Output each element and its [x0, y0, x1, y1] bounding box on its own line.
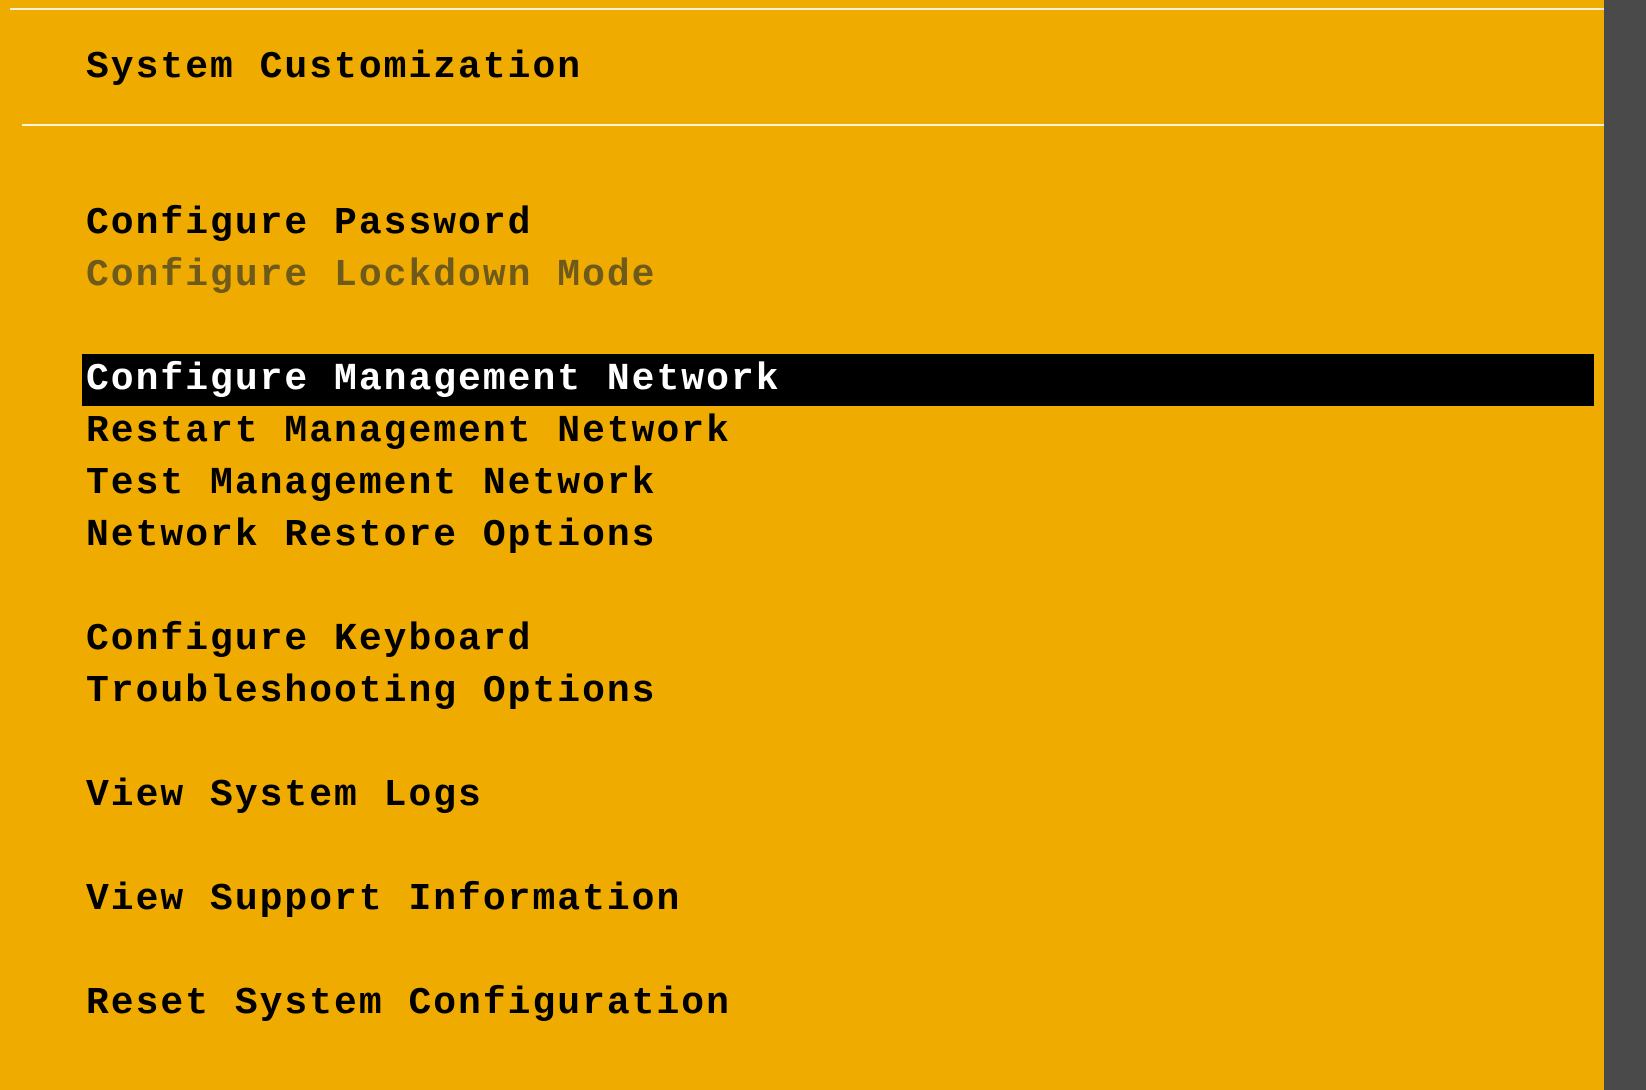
menu-group-security: Configure Password Configure Lockdown Mo… — [86, 198, 1604, 302]
menu-group-reset: Reset System Configuration — [86, 978, 1604, 1030]
menu-item-network-restore-options[interactable]: Network Restore Options — [86, 510, 1604, 562]
system-customization-menu: Configure Password Configure Lockdown Mo… — [86, 198, 1604, 1082]
title-divider — [22, 124, 1604, 126]
menu-item-view-system-logs[interactable]: View System Logs — [86, 770, 1604, 822]
menu-item-restart-management-network[interactable]: Restart Management Network — [86, 406, 1604, 458]
menu-item-view-support-information[interactable]: View Support Information — [86, 874, 1604, 926]
top-rule — [10, 8, 1604, 10]
menu-item-configure-password[interactable]: Configure Password — [86, 198, 1604, 250]
menu-item-configure-lockdown-mode: Configure Lockdown Mode — [86, 250, 1604, 302]
menu-item-troubleshooting-options[interactable]: Troubleshooting Options — [86, 666, 1604, 718]
page-title: System Customization — [86, 46, 582, 89]
menu-group-logs: View System Logs — [86, 770, 1604, 822]
menu-item-configure-keyboard[interactable]: Configure Keyboard — [86, 614, 1604, 666]
dcui-screen: System Customization Configure Password … — [0, 0, 1604, 1090]
menu-group-network: Configure Management Network Restart Man… — [86, 354, 1604, 562]
menu-group-support: View Support Information — [86, 874, 1604, 926]
menu-item-test-management-network[interactable]: Test Management Network — [86, 458, 1604, 510]
menu-item-reset-system-configuration[interactable]: Reset System Configuration — [86, 978, 1604, 1030]
menu-item-configure-management-network[interactable]: Configure Management Network — [82, 354, 1594, 406]
menu-group-system: Configure Keyboard Troubleshooting Optio… — [86, 614, 1604, 718]
